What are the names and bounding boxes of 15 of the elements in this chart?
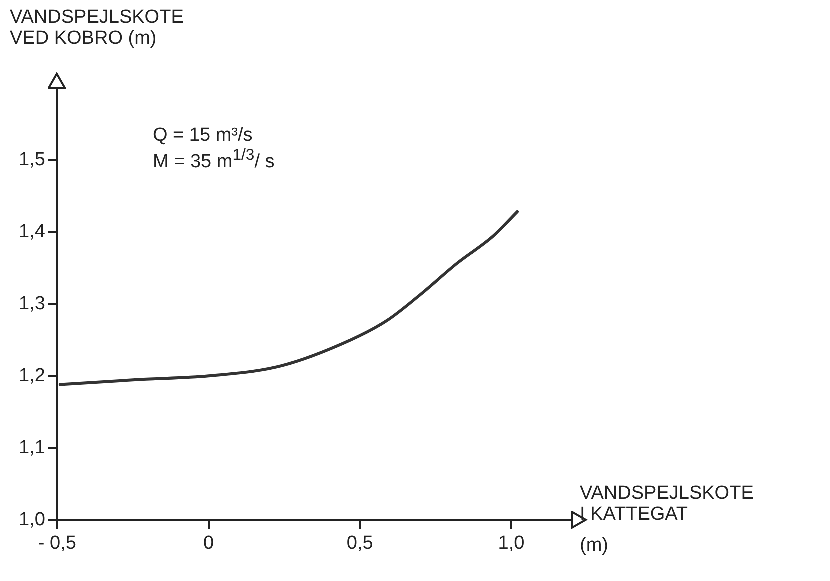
y-tick-label: 1,0 [18,509,46,530]
y-tick-label: 1,5 [18,149,46,170]
line-series [58,210,520,386]
x-tick-label: 0 [203,532,214,554]
y-tick-label: 1,4 [18,221,46,242]
annotation: Q = 15 m³/s [153,125,254,147]
y-tick-label: 1,3 [18,293,46,314]
x-tick-label: 0,5 [346,532,374,554]
y-axis-title: VANDSPEJLSKOTE VED KOBRO (m) [10,7,184,50]
x-tick-label: - 0,5 [38,532,76,554]
annotation: M = 35 m$^{1/3}$/ s [153,146,275,174]
y-tick-label: 1,2 [18,365,46,386]
x2-axis-title: (m) [580,535,608,557]
x-tick-label: 1,0 [498,532,525,554]
y-tick-label: 1,1 [18,437,46,458]
